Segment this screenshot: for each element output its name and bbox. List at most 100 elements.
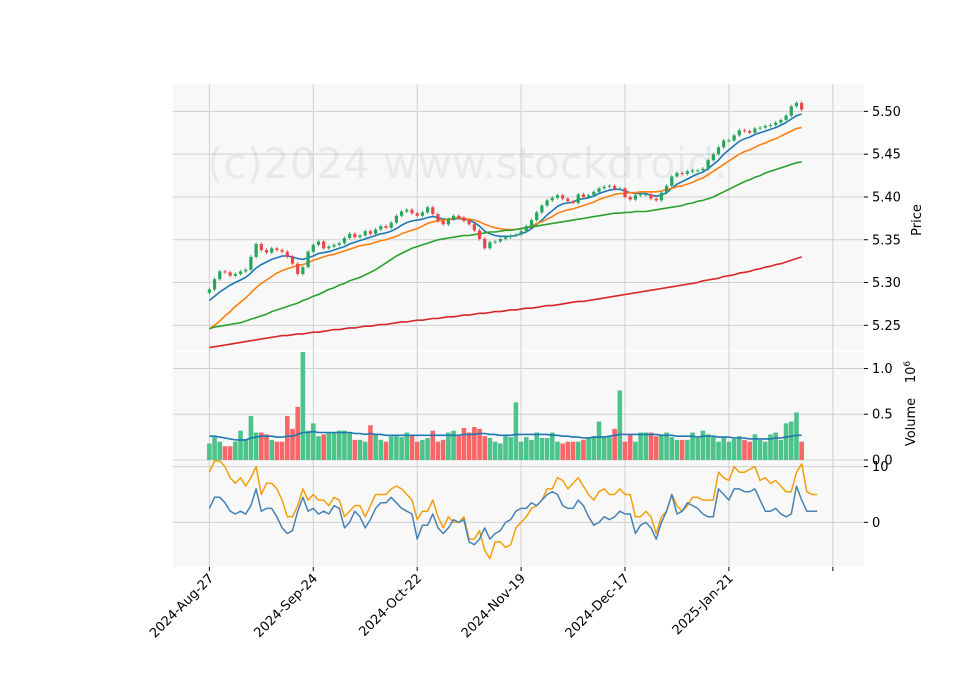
volume-axis-ticks: 0.0 0.5 1.0 bbox=[864, 362, 893, 469]
candle-body bbox=[223, 271, 227, 273]
candle-body bbox=[462, 217, 466, 221]
candle-body bbox=[633, 195, 637, 200]
candle-body bbox=[675, 173, 679, 177]
volume-bar bbox=[388, 436, 394, 460]
volume-bar bbox=[633, 441, 638, 460]
volume-bar bbox=[659, 434, 664, 460]
price-panel-background bbox=[173, 84, 864, 351]
candle-body bbox=[306, 251, 310, 268]
candle-body bbox=[789, 106, 793, 116]
moving-average-line-4 bbox=[209, 256, 802, 349]
volume-bar bbox=[466, 432, 472, 460]
candle-body bbox=[290, 256, 295, 264]
volume-bar bbox=[695, 438, 701, 460]
date-tick-label: 2024-Sep-24 bbox=[251, 571, 321, 641]
date-tick-label: 2025-Jan-21 bbox=[670, 571, 737, 638]
candle-body bbox=[353, 233, 357, 238]
candle-body bbox=[503, 237, 508, 239]
volume-bar bbox=[664, 432, 669, 460]
volume-bar bbox=[601, 436, 607, 460]
volume-bar bbox=[352, 439, 358, 460]
volume-tick-label: 1.0 bbox=[872, 362, 893, 377]
candle-body bbox=[467, 220, 471, 225]
candle-body bbox=[451, 215, 456, 220]
candle-body bbox=[446, 219, 450, 225]
volume-bar bbox=[596, 421, 602, 460]
volume-bar bbox=[435, 441, 441, 460]
volume-bar bbox=[430, 430, 436, 460]
volume-bar bbox=[409, 435, 415, 460]
candle-body bbox=[716, 147, 721, 155]
price-tick-label: 5.30 bbox=[872, 276, 901, 291]
candle-body bbox=[524, 226, 528, 232]
volume-average-line bbox=[209, 430, 802, 441]
candle-body bbox=[701, 168, 705, 171]
candle-body bbox=[753, 128, 757, 133]
volume-bar bbox=[378, 439, 384, 460]
candle-body bbox=[472, 224, 476, 231]
volume-bar bbox=[446, 432, 451, 460]
volume-bar bbox=[705, 434, 711, 460]
volume-bar bbox=[274, 441, 280, 460]
volume-bar bbox=[565, 441, 571, 460]
volume-bar bbox=[711, 437, 716, 460]
candle-body bbox=[212, 279, 217, 290]
grid-lines bbox=[173, 84, 864, 567]
candle-body bbox=[555, 195, 560, 198]
price-axis-ticks: 5.25 5.30 5.35 5.40 5.45 5.50 bbox=[864, 105, 901, 334]
candle-body bbox=[477, 230, 482, 239]
candle-body bbox=[384, 226, 388, 228]
candle-body bbox=[628, 196, 632, 200]
volume-bar bbox=[472, 427, 477, 460]
volume-tick-label: 0.5 bbox=[872, 408, 893, 423]
candle-body bbox=[337, 243, 341, 245]
candle-body bbox=[664, 185, 669, 193]
candle-body bbox=[394, 215, 399, 223]
candle-body bbox=[254, 244, 258, 257]
volume-bar bbox=[529, 439, 534, 460]
date-tick-label: 2024-Nov-19 bbox=[459, 571, 529, 641]
volume-bar bbox=[259, 432, 264, 460]
candle-body bbox=[680, 173, 684, 174]
volume-bar bbox=[560, 443, 565, 460]
volume-bar bbox=[336, 430, 342, 460]
candle-body bbox=[514, 234, 518, 236]
volume-bar bbox=[669, 437, 675, 460]
candle-body bbox=[431, 207, 435, 215]
volume-bar bbox=[253, 432, 259, 460]
volume-bar bbox=[404, 432, 410, 460]
candle-body bbox=[561, 195, 565, 199]
candle-body bbox=[597, 188, 601, 192]
volume-bar bbox=[783, 423, 789, 460]
volume-bar bbox=[451, 430, 456, 460]
price-axis-label: Price bbox=[910, 204, 925, 236]
volume-bar bbox=[420, 439, 425, 460]
volume-bar bbox=[362, 441, 368, 460]
candle-body bbox=[659, 192, 663, 201]
candle-body bbox=[415, 213, 419, 216]
volume-bar bbox=[648, 432, 654, 460]
candle-body bbox=[779, 119, 783, 123]
candle-body bbox=[576, 194, 580, 203]
volume-bar bbox=[674, 439, 680, 460]
volume-bar bbox=[762, 441, 768, 460]
candle-body bbox=[342, 238, 347, 244]
volume-bar bbox=[399, 437, 404, 460]
volume-bar bbox=[742, 439, 747, 460]
candle-body bbox=[244, 269, 248, 272]
volume-bar bbox=[544, 438, 550, 460]
candle-body bbox=[270, 248, 274, 253]
candle-body bbox=[748, 131, 752, 133]
volume-bar bbox=[300, 352, 306, 460]
volume-bar bbox=[461, 427, 467, 460]
candle-body bbox=[363, 231, 367, 236]
candle-body bbox=[379, 226, 383, 230]
candle-body bbox=[545, 200, 549, 206]
volume-moving-average bbox=[209, 430, 802, 441]
candle-body bbox=[493, 241, 497, 243]
volume-tick-label: 0.0 bbox=[872, 454, 893, 469]
volume-bar bbox=[290, 428, 295, 460]
candle-body bbox=[457, 215, 461, 218]
volume-bar bbox=[316, 436, 321, 460]
